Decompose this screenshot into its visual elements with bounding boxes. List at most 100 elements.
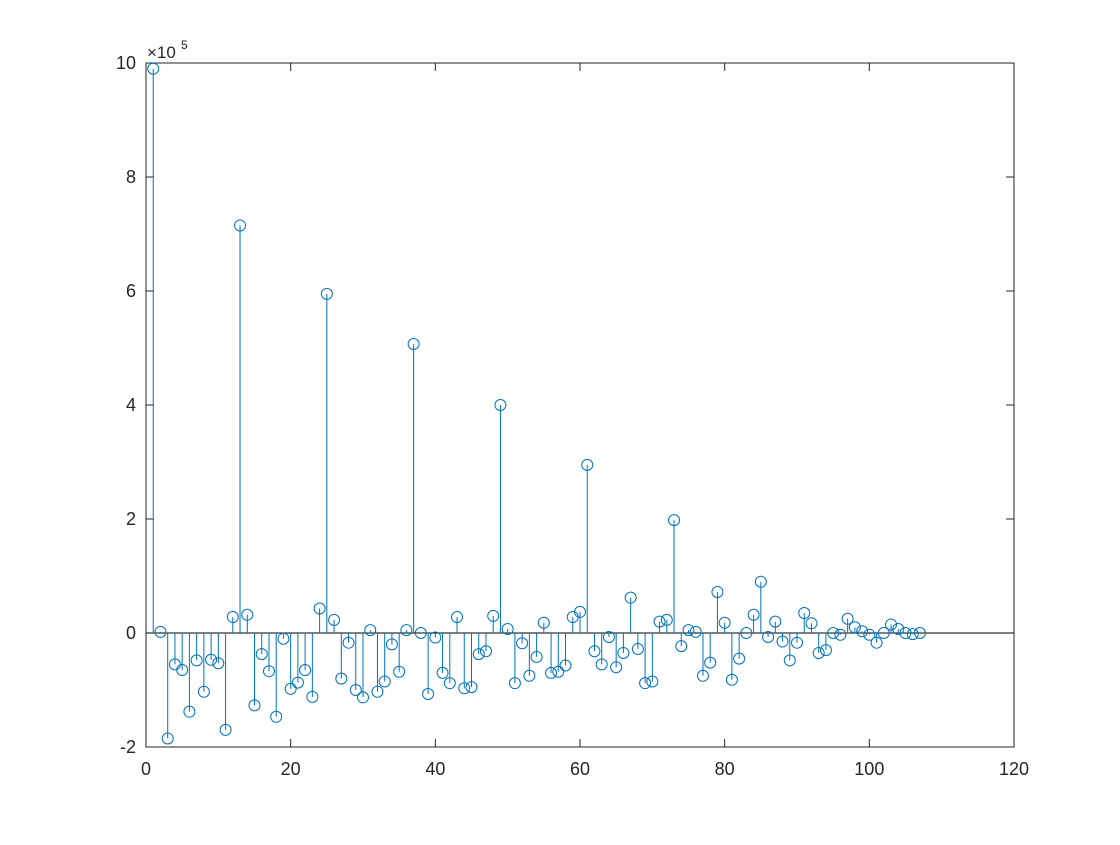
stem-marker — [190, 654, 203, 667]
stem-marker — [791, 636, 803, 649]
stem-marker — [682, 624, 695, 637]
stem-marker — [848, 621, 861, 634]
stem-marker — [465, 681, 478, 694]
stem-marker — [262, 665, 275, 678]
stem-marker — [277, 632, 290, 645]
x-tick-label: 40 — [425, 759, 445, 779]
stem-marker — [436, 666, 449, 679]
stem-marker — [147, 62, 160, 75]
stem-marker — [639, 677, 652, 690]
stem-marker — [877, 627, 890, 639]
stem-marker — [472, 648, 485, 661]
stem-marker — [234, 219, 247, 232]
y-tick-label: 4 — [126, 395, 136, 415]
stem-marker — [364, 624, 377, 637]
stem-marker — [407, 338, 420, 351]
stem-marker — [487, 609, 500, 622]
stem-marker — [783, 654, 796, 667]
x-tick-label: 20 — [281, 759, 301, 779]
stem-marker — [827, 627, 840, 639]
stem-marker — [885, 618, 898, 631]
stem-marker — [291, 676, 304, 689]
stem-marker — [595, 658, 608, 671]
stem-marker — [183, 705, 196, 718]
x-tick-label: 0 — [141, 759, 151, 779]
stem-marker — [516, 637, 529, 650]
stem-marker — [451, 611, 464, 624]
x-tick-label: 80 — [715, 759, 735, 779]
stem-marker — [284, 682, 297, 695]
stem-marker — [624, 591, 637, 604]
stem-marker — [856, 625, 869, 638]
stem-marker — [385, 638, 398, 651]
stem-marker — [899, 627, 912, 639]
y-tick-label: 0 — [126, 623, 136, 643]
stem-marker — [176, 664, 189, 677]
stem-marker — [819, 644, 832, 657]
stem-marker — [349, 684, 362, 696]
x-tick-label: 60 — [570, 759, 590, 779]
stem-marker — [226, 611, 239, 624]
stem-marker — [371, 685, 384, 698]
stem-marker — [834, 628, 847, 641]
stem-marker — [725, 673, 738, 686]
stem-marker — [313, 602, 326, 615]
stem-marker — [617, 646, 630, 659]
stem-marker — [241, 608, 254, 621]
stem-marker — [255, 648, 268, 661]
stem-marker — [747, 608, 760, 621]
stem-marker — [429, 631, 442, 644]
stem-marker — [357, 691, 369, 704]
stem-marker — [552, 665, 565, 678]
stem-marker — [479, 645, 492, 658]
stem-marker — [537, 616, 550, 629]
stem-marker — [762, 630, 775, 643]
stem-marker — [574, 605, 586, 618]
stem-marker — [769, 615, 782, 628]
stem-marker — [798, 607, 811, 620]
stem-marker — [696, 669, 709, 682]
stem-marker — [668, 514, 681, 527]
stem-marker — [422, 687, 435, 700]
stem-marker — [306, 690, 319, 703]
stem-marker — [270, 710, 283, 723]
stem-marker — [248, 699, 261, 712]
x-tick-label: 120 — [999, 759, 1029, 779]
stem-marker — [870, 636, 883, 649]
stem-marker — [320, 287, 333, 300]
stem-marker — [892, 623, 905, 636]
y-exponent-label: ×10 — [147, 43, 176, 62]
stem-marker — [740, 627, 753, 639]
stem-marker — [675, 640, 688, 653]
stem-marker — [718, 616, 731, 629]
y-tick-label: -2 — [120, 737, 136, 757]
stem-marker — [653, 615, 666, 628]
stem-marker — [812, 646, 825, 659]
stem-marker — [414, 627, 427, 639]
stem-marker — [581, 458, 594, 471]
stem-marker — [328, 613, 341, 626]
stem-marker — [501, 623, 514, 636]
stem-marker — [863, 628, 876, 641]
stem-marker — [588, 645, 601, 658]
stem-marker — [660, 613, 673, 626]
stem-marker — [523, 669, 536, 682]
stem-marker — [378, 675, 391, 688]
y-exponent-power: 5 — [181, 38, 188, 52]
stem-marker — [494, 399, 507, 411]
stem-marker — [458, 682, 471, 695]
stem-marker — [508, 677, 521, 690]
stem-marker — [342, 636, 355, 649]
stem-marker — [704, 656, 717, 669]
stem-marker — [559, 659, 572, 672]
stem-marker — [906, 628, 919, 641]
stem-marker — [400, 624, 413, 637]
y-tick-label: 6 — [126, 281, 136, 301]
stem-marker — [841, 612, 854, 625]
stem-marker — [733, 652, 746, 665]
stem-marker — [530, 650, 543, 663]
y-tick-label: 10 — [116, 53, 136, 73]
